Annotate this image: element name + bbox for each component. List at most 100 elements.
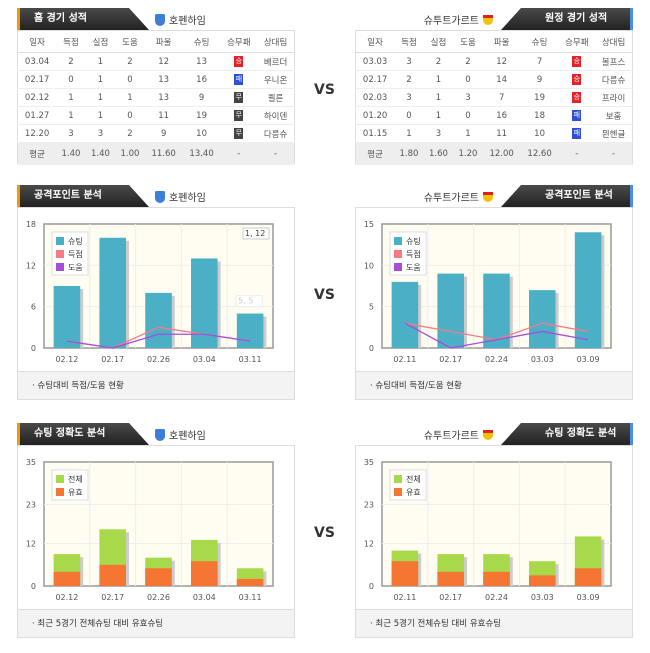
data-label: 1, 12 bbox=[245, 229, 265, 238]
x-tick-label: 02.17 bbox=[101, 593, 124, 602]
average-cell: 1.00 bbox=[115, 142, 145, 165]
table-cell: 2 bbox=[453, 52, 483, 71]
average-cell: 평균 bbox=[17, 142, 57, 165]
average-cell: - bbox=[257, 142, 295, 165]
table-row: 12.20 3 3 2 9 10 무 다름슈 bbox=[17, 124, 295, 143]
result-badge: 무 bbox=[234, 92, 244, 103]
bar-shots bbox=[529, 290, 556, 348]
hoffenheim-logo-icon bbox=[155, 190, 165, 203]
column-header: 득점 bbox=[394, 30, 424, 53]
table-cell: 우니온 bbox=[257, 70, 295, 89]
table-cell: 12 bbox=[482, 52, 521, 71]
hoffenheim-logo-icon bbox=[155, 13, 165, 26]
table-cell: 03.03 bbox=[355, 52, 395, 71]
table-cell: 13 bbox=[182, 52, 221, 71]
y-tick-label: 0 bbox=[31, 344, 36, 353]
x-tick-label: 02.17 bbox=[101, 355, 124, 364]
bar-shots bbox=[437, 273, 464, 348]
table-cell: 7 bbox=[520, 52, 559, 71]
table-cell: 1 bbox=[85, 52, 116, 71]
bar-shots bbox=[99, 237, 126, 348]
x-tick-label: 02.26 bbox=[147, 355, 170, 364]
table-cell: 03.04 bbox=[17, 52, 57, 71]
column-header: 도움 bbox=[115, 30, 145, 53]
stuttgart-logo-icon bbox=[483, 14, 493, 25]
y-tick-label: 12 bbox=[364, 539, 374, 548]
table-cell: 9 bbox=[144, 124, 183, 143]
column-header: 실점 bbox=[85, 30, 116, 53]
table-cell: 1 bbox=[56, 106, 86, 125]
bar-on-target bbox=[191, 561, 218, 586]
table-cell: 10 bbox=[520, 124, 559, 143]
average-row: 평균 1.40 1.40 1.00 11.60 13.40- - bbox=[17, 142, 295, 165]
table-cell: 02.12 bbox=[17, 88, 57, 107]
table-cell: 19 bbox=[182, 106, 221, 125]
home-record-table: 일자 득점 실점 도움 파울 슈팅 승무패 상대팀 03.04 2 1 2 12 13 승 베르더 02.17 0… bbox=[17, 30, 295, 165]
table-cell: 뮌헨글 bbox=[595, 124, 633, 143]
table-cell: 7 bbox=[482, 88, 521, 107]
table-cell: 0 bbox=[453, 70, 483, 89]
legend-label: 슈팅 bbox=[406, 236, 421, 246]
bar-on-target bbox=[99, 564, 126, 586]
chart-footer: · 슈팅대비 득점/도움 현황 bbox=[356, 371, 632, 399]
x-tick-label: 03.04 bbox=[193, 355, 216, 364]
column-header: 슈팅 bbox=[520, 30, 559, 53]
table-cell: 1 bbox=[423, 88, 454, 107]
legend-swatch bbox=[56, 488, 64, 496]
hoffenheim-logo-icon bbox=[155, 428, 165, 441]
x-tick-label: 03.04 bbox=[193, 593, 216, 602]
table-cell: 12.20 bbox=[17, 124, 57, 143]
table-cell: 하이덴 bbox=[257, 106, 295, 125]
table-cell: 3 bbox=[394, 52, 424, 71]
column-header: 파울 bbox=[144, 30, 183, 53]
bar-shots bbox=[236, 313, 264, 348]
y-tick-label: 0 bbox=[369, 582, 374, 591]
bar-shots bbox=[574, 232, 602, 348]
legend-label: 도움 bbox=[68, 263, 83, 272]
table-cell: 1 bbox=[85, 106, 116, 125]
chart-footer: · 슈팅대비 득점/도움 현황 bbox=[18, 371, 294, 399]
table-cell: 2 bbox=[115, 124, 145, 143]
table-cell: 9 bbox=[520, 70, 559, 89]
team-name: 슈투트가르트 bbox=[423, 431, 479, 442]
y-tick-label: 18 bbox=[26, 220, 36, 229]
table-cell: 0 bbox=[115, 70, 145, 89]
y-tick-label: 12 bbox=[26, 261, 36, 270]
table-cell: 9 bbox=[182, 88, 221, 107]
table-cell: 0 bbox=[394, 106, 424, 125]
legend-swatch bbox=[394, 475, 402, 483]
stuttgart-logo-icon bbox=[483, 429, 493, 440]
table-cell: 보훔 bbox=[595, 106, 633, 125]
y-tick-label: 35 bbox=[364, 458, 374, 467]
table-row: 02.03 3 1 3 7 19 승 프라이 bbox=[355, 88, 633, 107]
team-name: 호펜하임 bbox=[169, 193, 206, 204]
table-cell: 2 bbox=[115, 52, 145, 71]
bar-shots bbox=[53, 286, 81, 348]
legend-swatch bbox=[56, 250, 64, 258]
bar-on-target bbox=[236, 578, 264, 586]
attack-title: 공격포인트 분석 bbox=[17, 185, 149, 207]
table-cell: 1 bbox=[423, 106, 454, 125]
table-cell: 3 bbox=[85, 124, 116, 143]
line-assists bbox=[66, 333, 251, 349]
x-tick-label: 02.12 bbox=[55, 593, 78, 602]
table-cell: 프라이 bbox=[595, 88, 633, 107]
result-badge: 승 bbox=[572, 74, 582, 85]
table-cell: 3 bbox=[453, 88, 483, 107]
bar-on-target bbox=[574, 568, 602, 586]
average-cell: 13.40 bbox=[182, 142, 221, 165]
team-name: 슈투트가르트 bbox=[423, 193, 479, 204]
average-cell: 12.60 bbox=[520, 142, 559, 165]
table-cell: 19 bbox=[520, 88, 559, 107]
legend-label: 도움 bbox=[406, 263, 421, 272]
legend-label: 유효 bbox=[68, 488, 83, 497]
home-accuracy-panel: 슈팅 정확도 분석 호펜하임 0 12 23 35 02.12 02.17 02.26 03.… bbox=[17, 423, 295, 638]
away-record-panel: 원정 경기 성적 슈투트가르트 일자 득점 실점 도움 파울 슈팅 승무패 상대팀 03.03 3… bbox=[355, 8, 633, 165]
